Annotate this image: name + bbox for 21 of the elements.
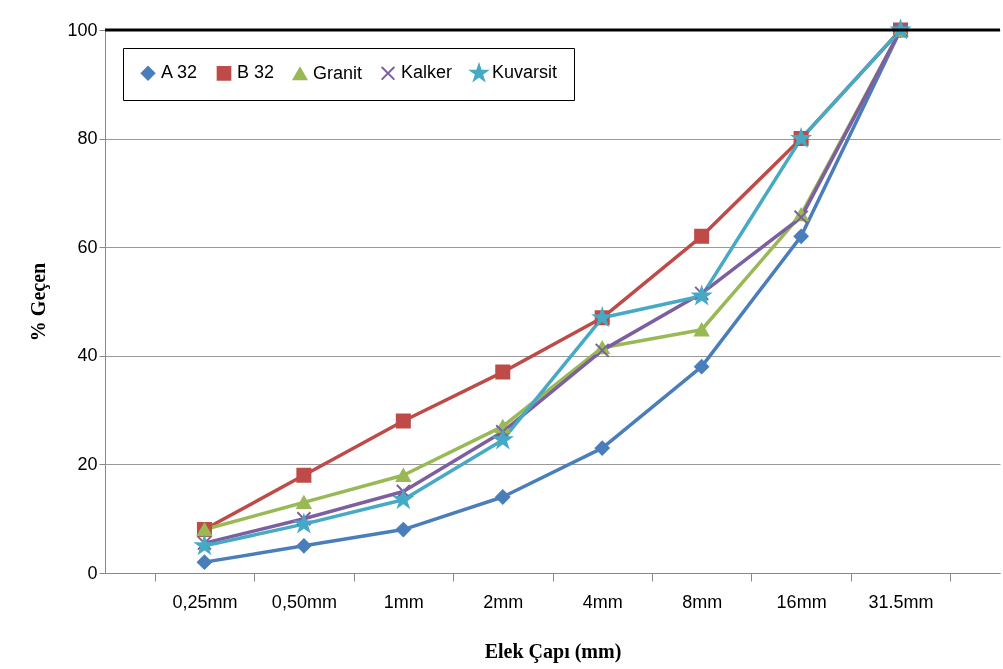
x-axis-title: Elek Çapı (mm) <box>484 639 622 663</box>
x-tick-label: 1mm <box>383 591 424 612</box>
x-tick-label: 31.5mm <box>868 591 934 612</box>
y-axis-title: % Geçen <box>27 262 51 342</box>
legend-label: Granit <box>313 62 363 83</box>
x-tick-label: 4mm <box>582 591 623 612</box>
y-tick-label: 0 <box>87 562 98 583</box>
x-tick-label: 0,50mm <box>271 591 337 612</box>
x-tick-label: 2mm <box>483 591 524 612</box>
legend-label: A 32 <box>161 62 198 83</box>
y-tick-label: 80 <box>77 128 98 149</box>
y-tick-label: 20 <box>77 453 98 474</box>
legend-label: B 32 <box>237 62 275 83</box>
legend-label: Kalker <box>401 62 453 83</box>
x-tick-label: 0,25mm <box>172 591 238 612</box>
x-tick-label: 16mm <box>776 591 827 612</box>
y-tick-label: 100 <box>67 19 98 40</box>
x-tick-label: 8mm <box>682 591 723 612</box>
y-tick-label: 40 <box>77 345 98 366</box>
y-tick-label: 60 <box>77 236 98 257</box>
legend-label: Kuvarsit <box>492 62 558 83</box>
